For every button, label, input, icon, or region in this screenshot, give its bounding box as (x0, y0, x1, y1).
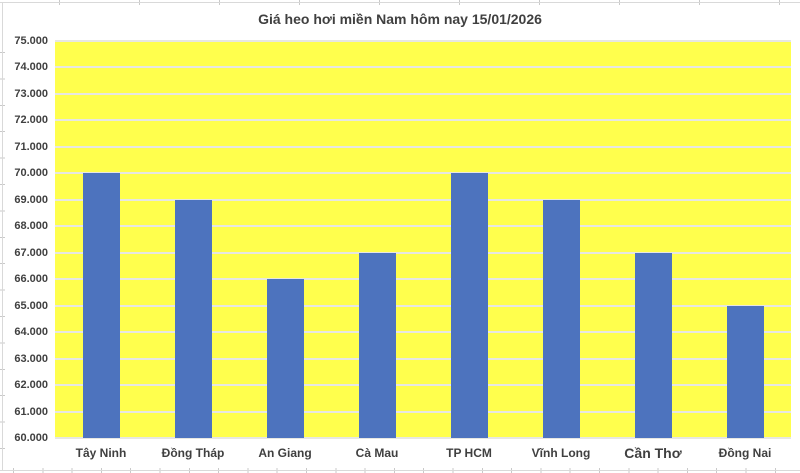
gridline (55, 357, 791, 360)
bar (726, 305, 764, 438)
y-tick-label: 66.000 (14, 273, 48, 286)
y-tick-label: 64.000 (14, 326, 48, 339)
y-tick-label: 71.000 (14, 140, 48, 153)
y-tick-label: 72.000 (14, 114, 48, 127)
y-tick-label: 67.000 (14, 246, 48, 259)
bar (634, 252, 672, 438)
x-category-label: Vĩnh Long (531, 446, 591, 460)
x-category-label: TP HCM (446, 446, 492, 460)
y-tick-label: 60.000 (14, 432, 48, 444)
gridline (55, 225, 791, 228)
gridline (55, 251, 791, 254)
y-tick-label: 75.000 (14, 35, 48, 47)
bar (266, 279, 304, 438)
gridline (55, 278, 791, 281)
bar (450, 173, 488, 438)
x-category-label: Đồng Nai (718, 446, 772, 460)
y-tick-label: 61.000 (14, 405, 48, 418)
bar (358, 252, 396, 438)
x-category-label: Cà Mau (355, 446, 399, 460)
gridline (55, 384, 791, 387)
gridline (55, 437, 791, 439)
gridline (55, 66, 791, 69)
chart-border-left (2, 2, 3, 470)
gridline (55, 304, 791, 307)
y-tick-label: 68.000 (14, 220, 48, 233)
x-category-label: Cần Thơ (624, 445, 682, 461)
bar (174, 199, 212, 438)
x-category-label: Tây Ninh (75, 446, 127, 460)
y-tick-label: 74.000 (14, 61, 48, 74)
plot-area (55, 40, 791, 439)
y-tick-label: 73.000 (14, 87, 48, 100)
y-tick-label: 69.000 (14, 193, 48, 206)
gridline (55, 331, 791, 334)
gridline (55, 410, 791, 413)
x-category-label: An Giang (258, 446, 312, 460)
gridline (55, 145, 791, 148)
y-tick-label: 63.000 (14, 352, 48, 365)
bar (82, 173, 120, 438)
chart-border-bottom (0, 470, 800, 471)
gridline (55, 172, 791, 175)
bar (542, 199, 580, 438)
gridline (55, 92, 791, 95)
gridline (55, 198, 791, 201)
y-tick-label: 70.000 (14, 167, 48, 180)
x-category-label: Đồng Tháp (161, 446, 225, 460)
y-tick-label: 62.000 (14, 379, 48, 392)
chart-border-top (0, 2, 800, 3)
gridline (55, 119, 791, 122)
chart-title: Giá heo hơi miền Nam hôm nay 15/01/2026 (258, 11, 542, 27)
gridline (55, 40, 791, 42)
y-tick-label: 65.000 (14, 299, 48, 312)
